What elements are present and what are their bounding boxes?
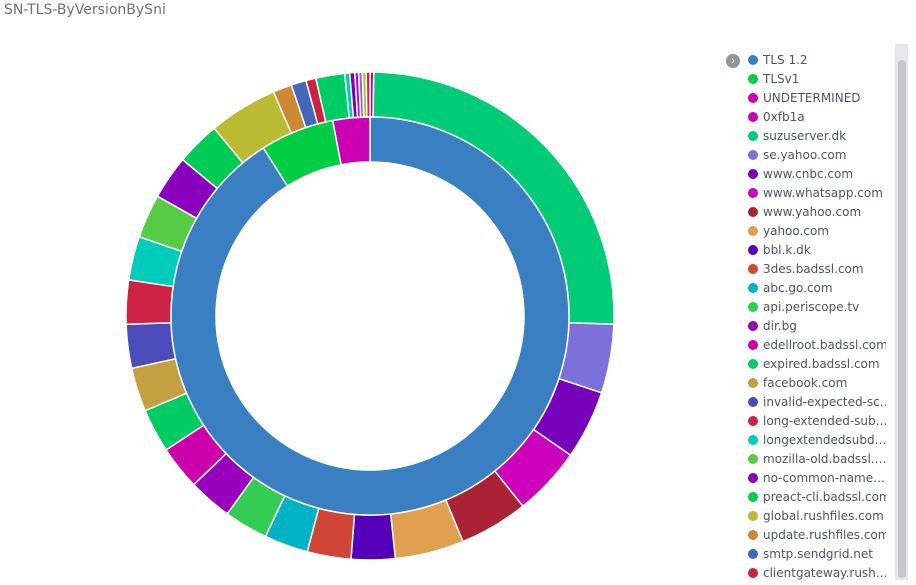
- legend-swatch: [748, 358, 758, 369]
- legend-swatch: [748, 567, 758, 578]
- legend-label: longextendedsubdo...: [763, 432, 886, 447]
- chart-title: SN-TLS-ByVersionBySni: [4, 2, 166, 18]
- legend-label: facebook.com: [763, 375, 848, 390]
- legend-swatch: [748, 377, 758, 388]
- legend-item[interactable]: facebook.com: [748, 373, 886, 392]
- legend-swatch: [748, 187, 758, 198]
- legend-label: yahoo.com: [763, 223, 829, 238]
- legend-swatch: [748, 149, 758, 160]
- legend-swatch: [748, 111, 758, 122]
- legend-label: edellroot.badssl.com: [763, 337, 886, 352]
- legend-label: long-extended-subdo...: [763, 413, 886, 428]
- legend-item[interactable]: no-common-name.b...: [748, 468, 886, 487]
- legend-label: global.rushfiles.com: [763, 508, 884, 523]
- legend-swatch: [748, 263, 758, 274]
- legend-item[interactable]: longextendedsubdo...: [748, 430, 886, 449]
- legend-label: TLS 1.2: [763, 52, 808, 67]
- legend-item[interactable]: dir.bg: [748, 316, 886, 335]
- legend-item[interactable]: preact-cli.badssl.com: [748, 487, 886, 506]
- legend-label: update.rushfiles.com: [763, 527, 886, 542]
- legend-label: suzuserver.dk: [763, 128, 847, 143]
- legend-swatch: [748, 92, 758, 103]
- legend-item[interactable]: TLSv1: [748, 69, 886, 88]
- legend-list: TLS 1.2 TLSv1 UNDETERMINED 0xfb1a suzuserver…: [748, 50, 886, 580]
- legend-label: UNDETERMINED: [763, 90, 861, 105]
- legend-item[interactable]: expired.badssl.com: [748, 354, 886, 373]
- legend-item[interactable]: se.yahoo.com: [748, 145, 886, 164]
- legend-label: dir.bg: [763, 318, 797, 333]
- legend-item[interactable]: bbl.k.dk: [748, 240, 886, 259]
- legend-swatch: [748, 282, 758, 293]
- outer-slice[interactable]: [125, 279, 175, 326]
- legend-label: no-common-name.b...: [763, 470, 886, 485]
- legend-swatch: [748, 472, 758, 483]
- legend-swatch: [748, 225, 758, 236]
- legend-label: se.yahoo.com: [763, 147, 847, 162]
- legend-label: clientgateway.rushfil...: [763, 565, 886, 580]
- inner-slice[interactable]: [331, 116, 371, 166]
- legend-label: bbl.k.dk: [763, 242, 811, 257]
- chart-legend: › TLS 1.2 TLSv1 UNDETERMINED 0xfb1a suzuserv…: [726, 48, 886, 580]
- legend-label: www.whatsapp.com: [763, 185, 883, 200]
- legend-item[interactable]: suzuserver.dk: [748, 126, 886, 145]
- inner-slice[interactable]: [170, 116, 570, 516]
- legend-swatch: [748, 168, 758, 179]
- legend-swatch: [748, 73, 758, 84]
- legend-swatch: [748, 301, 758, 312]
- legend-label: mozilla-old.badssl.com: [763, 451, 886, 466]
- legend-swatch: [748, 529, 758, 540]
- legend-item[interactable]: abc.go.com: [748, 278, 886, 297]
- legend-swatch: [748, 491, 758, 502]
- legend-item[interactable]: mozilla-old.badssl.com: [748, 449, 886, 468]
- legend-swatch: [748, 339, 758, 350]
- legend-item[interactable]: update.rushfiles.com: [748, 525, 886, 544]
- legend-item[interactable]: UNDETERMINED: [748, 88, 886, 107]
- legend-swatch: [748, 320, 758, 331]
- legend-item[interactable]: 3des.badssl.com: [748, 259, 886, 278]
- legend-swatch: [748, 453, 758, 464]
- legend-label: smtp.sendgrid.net: [763, 546, 873, 561]
- legend-item[interactable]: edellroot.badssl.com: [748, 335, 886, 354]
- legend-scroll-thumb[interactable]: [898, 60, 906, 578]
- legend-label: invalid-expected-sct....: [763, 394, 886, 409]
- legend-swatch: [748, 548, 758, 559]
- legend-swatch: [748, 54, 758, 65]
- legend-item[interactable]: global.rushfiles.com: [748, 506, 886, 525]
- legend-item[interactable]: yahoo.com: [748, 221, 886, 240]
- legend-swatch: [748, 130, 758, 141]
- legend-swatch: [748, 510, 758, 521]
- chevron-right-icon[interactable]: ›: [726, 54, 740, 68]
- donut-chart: [125, 71, 615, 561]
- legend-swatch: [748, 206, 758, 217]
- legend-label: api.periscope.tv: [763, 299, 860, 314]
- legend-label: preact-cli.badssl.com: [763, 489, 886, 504]
- legend-label: 3des.badssl.com: [763, 261, 864, 276]
- legend-label: www.cnbc.com: [763, 166, 854, 181]
- legend-label: TLSv1: [763, 71, 800, 86]
- legend-item[interactable]: long-extended-subdo...: [748, 411, 886, 430]
- legend-swatch: [748, 244, 758, 255]
- legend-item[interactable]: api.periscope.tv: [748, 297, 886, 316]
- legend-item[interactable]: TLS 1.2: [748, 50, 886, 69]
- legend-swatch: [748, 434, 758, 445]
- outer-slice[interactable]: [350, 513, 397, 561]
- legend-item[interactable]: clientgateway.rushfil...: [748, 563, 886, 580]
- legend-swatch: [748, 396, 758, 407]
- legend-item[interactable]: www.cnbc.com: [748, 164, 886, 183]
- legend-label: 0xfb1a: [763, 109, 805, 124]
- legend-item[interactable]: invalid-expected-sct....: [748, 392, 886, 411]
- legend-label: abc.go.com: [763, 280, 833, 295]
- legend-item[interactable]: www.yahoo.com: [748, 202, 886, 221]
- legend-item[interactable]: smtp.sendgrid.net: [748, 544, 886, 563]
- legend-label: expired.badssl.com: [763, 356, 880, 371]
- legend-swatch: [748, 415, 758, 426]
- legend-item[interactable]: 0xfb1a: [748, 107, 886, 126]
- inner-ring: [170, 116, 570, 516]
- legend-item[interactable]: www.whatsapp.com: [748, 183, 886, 202]
- legend-label: www.yahoo.com: [763, 204, 862, 219]
- outer-slice[interactable]: [365, 71, 371, 118]
